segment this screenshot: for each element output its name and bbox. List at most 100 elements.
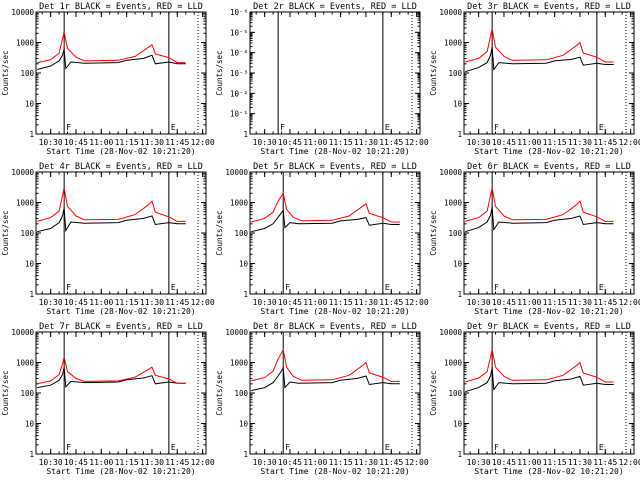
plot-frame xyxy=(463,11,635,135)
x-tick-label: 11:45 xyxy=(165,138,189,147)
chart-title: Det 3r BLACK = Events, RED = LLD xyxy=(467,2,631,12)
x-tick-label: 11:30 xyxy=(354,138,378,147)
x-axis-label: Start Time (28-Nov-02 10:21:20) xyxy=(260,307,409,316)
y-tick-label: 10⁻⁶ xyxy=(230,8,248,17)
y-tick-label: 1000 xyxy=(16,359,35,368)
x-tick-label: 10:30 xyxy=(39,298,63,307)
x-tick-label: 11:45 xyxy=(593,458,617,467)
y-tick-label: 10 xyxy=(25,420,35,429)
x-tick-label: 10:45 xyxy=(64,298,88,307)
y-tick-label: 1 xyxy=(243,290,248,299)
events-series-line xyxy=(464,368,614,393)
y-tick-label: 1000 xyxy=(444,39,463,48)
x-tick-label: 11:00 xyxy=(303,298,327,307)
y-tick-label: 1000 xyxy=(444,359,463,368)
marker-label: E xyxy=(599,123,604,132)
y-tick-label: 100 xyxy=(448,69,462,78)
y-tick-label: 1 xyxy=(457,290,462,299)
lld-series-line xyxy=(36,31,186,64)
y-tick-label: 10 xyxy=(453,260,463,269)
x-tick-label: 11:15 xyxy=(329,298,353,307)
x-tick-label: 10:30 xyxy=(467,138,491,147)
x-tick-label: 10:30 xyxy=(39,138,63,147)
y-tick-label: 1000 xyxy=(230,199,249,208)
y-tick-label: 10⁻³ xyxy=(230,69,248,78)
marker-label: E xyxy=(171,443,176,452)
x-tick-label: 12:00 xyxy=(405,458,429,467)
marker-label: F xyxy=(494,123,499,132)
y-tick-label: 100 xyxy=(234,229,248,238)
y-tick-label: 100 xyxy=(448,389,462,398)
plot-frame xyxy=(249,171,421,295)
y-tick-label: 1 xyxy=(457,450,462,459)
events-series-line xyxy=(250,366,400,392)
x-tick-label: 11:30 xyxy=(568,138,592,147)
marker-label: E xyxy=(385,123,390,132)
x-tick-label: 10:45 xyxy=(492,458,516,467)
y-tick-label: 10000 xyxy=(11,8,34,17)
y-axis-label: Counts/sec xyxy=(1,370,10,415)
x-tick-label: 11:45 xyxy=(593,298,617,307)
x-tick-label: 12:00 xyxy=(619,458,640,467)
y-tick-label: 10 xyxy=(239,420,249,429)
events-series-line xyxy=(464,207,614,233)
y-tick-label: 10⁻⁵ xyxy=(230,28,248,37)
x-tick-label: 11:30 xyxy=(140,298,164,307)
x-tick-label: 11:15 xyxy=(115,298,139,307)
marker-label: F xyxy=(285,283,290,292)
x-tick-label: 10:30 xyxy=(253,458,277,467)
x-tick-label: 11:15 xyxy=(115,138,139,147)
lld-series-line xyxy=(464,187,614,222)
y-axis-label: Counts/sec xyxy=(1,50,10,95)
y-tick-label: 100 xyxy=(448,229,462,238)
plot-frame xyxy=(249,11,421,135)
events-series-line xyxy=(36,49,186,70)
y-tick-label: 1 xyxy=(243,130,248,139)
events-series-line xyxy=(250,209,400,233)
y-tick-label: 1000 xyxy=(16,199,35,208)
x-tick-label: 12:00 xyxy=(191,298,215,307)
y-tick-label: 10⁻¹ xyxy=(230,110,248,119)
x-tick-label: 10:30 xyxy=(467,458,491,467)
y-axis-label: Counts/sec xyxy=(429,50,438,95)
y-tick-label: 1 xyxy=(457,130,462,139)
marker-label: E xyxy=(599,443,604,452)
y-tick-label: 100 xyxy=(234,389,248,398)
y-axis-label: Counts/sec xyxy=(429,370,438,415)
x-axis-label: Start Time (28-Nov-02 10:21:20) xyxy=(474,467,623,476)
plot-frame xyxy=(35,11,207,135)
x-tick-label: 11:45 xyxy=(165,458,189,467)
x-tick-label: 10:45 xyxy=(278,298,302,307)
y-tick-label: 1000 xyxy=(444,199,463,208)
lld-series-line xyxy=(36,356,186,385)
marker-label: F xyxy=(66,443,71,452)
x-tick-label: 11:00 xyxy=(303,138,327,147)
y-axis-label: Counts/sec xyxy=(215,50,224,95)
x-tick-label: 11:00 xyxy=(517,138,541,147)
marker-label: E xyxy=(171,283,176,292)
x-tick-label: 12:00 xyxy=(405,298,429,307)
chart-panel: Det 9r BLACK = Events, RED = LLD 1 10 100 10… xyxy=(429,322,640,476)
x-tick-label: 11:45 xyxy=(165,298,189,307)
x-tick-label: 10:30 xyxy=(253,138,277,147)
x-tick-label: 11:30 xyxy=(568,298,592,307)
lld-series-line xyxy=(464,349,614,383)
x-tick-label: 10:45 xyxy=(64,138,88,147)
events-series-line xyxy=(37,367,186,389)
x-tick-label: 11:30 xyxy=(354,458,378,467)
plot-frame xyxy=(35,331,207,455)
x-tick-label: 11:00 xyxy=(89,298,113,307)
x-axis-label: Start Time (28-Nov-02 10:21:20) xyxy=(46,307,195,316)
plot-frame xyxy=(463,171,635,295)
y-tick-label: 10⁻² xyxy=(230,89,248,98)
x-tick-label: 11:45 xyxy=(593,138,617,147)
y-tick-label: 10 xyxy=(25,260,35,269)
marker-label: F xyxy=(494,283,499,292)
x-tick-label: 10:30 xyxy=(39,458,63,467)
x-tick-label: 11:00 xyxy=(517,458,541,467)
x-tick-label: 11:15 xyxy=(115,458,139,467)
x-axis-label: Start Time (28-Nov-02 10:21:20) xyxy=(474,307,623,316)
y-tick-label: 100 xyxy=(20,389,34,398)
x-tick-label: 12:00 xyxy=(405,138,429,147)
